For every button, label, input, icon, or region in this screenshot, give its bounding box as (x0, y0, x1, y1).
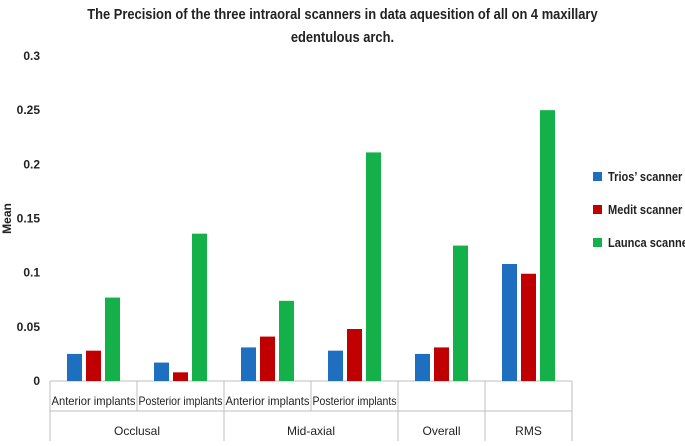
chart-title-line-2: edentulous arch. (290, 29, 395, 46)
group-label: Mid-axial (287, 424, 335, 438)
group-label: Occlusal (114, 424, 160, 438)
y-axis-label: Mean (0, 203, 14, 234)
bar-launca-5 (540, 110, 555, 382)
category-label: Posterior implants (313, 394, 397, 408)
bar-launca-4 (453, 245, 468, 381)
bar-trios-5 (502, 264, 517, 381)
legend-label-medit: Medit scanner (608, 201, 683, 217)
y-tick-label: 0.15 (17, 212, 41, 226)
legend-swatch-medit (593, 204, 602, 214)
bar-trios-4 (415, 353, 430, 381)
bar-trios-3 (328, 350, 343, 381)
bar-medit-5 (521, 273, 536, 381)
legend-label-launca: Launca scanner (608, 234, 685, 250)
legend-item-launca: Launca scanner (593, 232, 685, 252)
y-tick-label: 0.2 (23, 157, 40, 171)
y-tick-label: 0.05 (17, 320, 41, 334)
y-tick-label: 0 (33, 374, 40, 388)
legend-swatch-launca (593, 237, 602, 247)
bar-trios-0 (67, 353, 82, 381)
legend-swatch-trios (593, 171, 602, 181)
legend-item-trios: Trios’ scanner (593, 166, 685, 186)
bar-launca-1 (192, 233, 207, 381)
group-label: Overall (422, 424, 460, 438)
bar-launca-0 (105, 297, 120, 381)
bar-trios-1 (154, 362, 169, 381)
chart-title-line-1: The Precision of the three intraoral sca… (87, 6, 598, 23)
legend-label-trios: Trios’ scanner (608, 168, 683, 184)
legend: Trios’ scanner Medit scanner Launca scan… (593, 166, 685, 265)
category-label: Anterior implants (226, 394, 310, 408)
y-tick-label: 0.3 (23, 49, 40, 63)
category-label: Anterior implants (52, 394, 136, 408)
bar-medit-1 (173, 372, 188, 381)
category-label: Posterior implants (139, 394, 223, 408)
bar-trios-2 (241, 347, 256, 381)
bar-medit-3 (347, 329, 362, 381)
bar-medit-0 (86, 350, 101, 381)
y-tick-label: 0.25 (17, 103, 41, 117)
legend-item-medit: Medit scanner (593, 199, 685, 219)
bar-medit-4 (434, 347, 449, 381)
y-tick-label: 0.1 (23, 266, 40, 280)
bar-medit-2 (260, 336, 275, 381)
bar-launca-3 (366, 152, 381, 381)
bar-launca-2 (279, 300, 294, 381)
group-label: RMS (515, 424, 542, 438)
